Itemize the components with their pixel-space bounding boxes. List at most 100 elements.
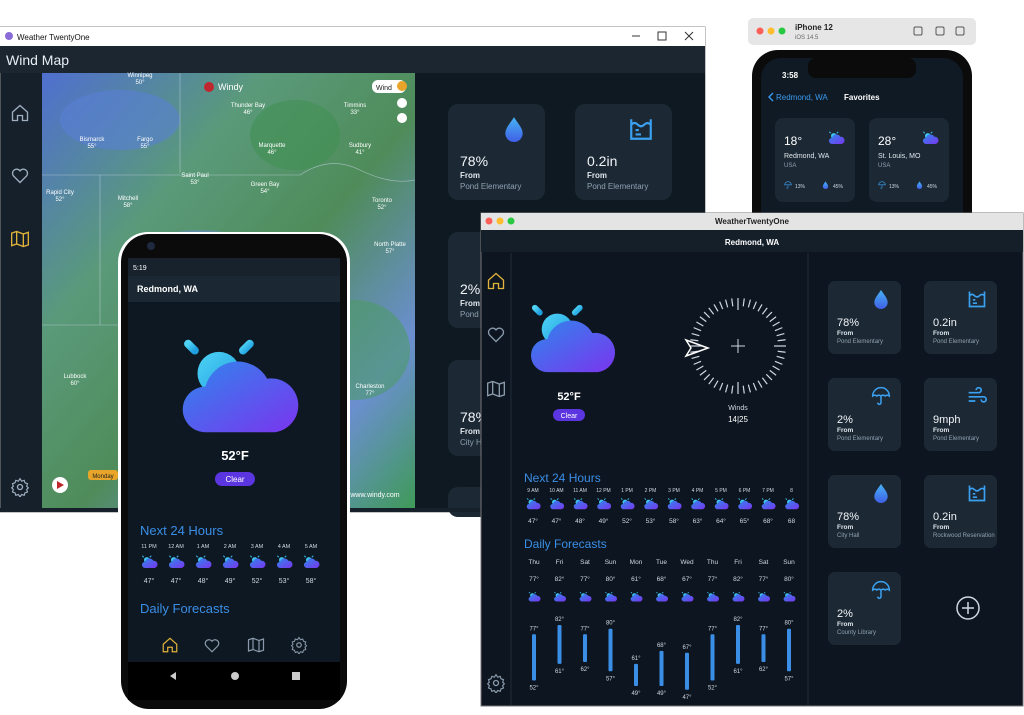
- layer-icon: [397, 81, 407, 91]
- day-high: 82°: [733, 575, 743, 583]
- compass-tick: [708, 307, 715, 315]
- condition-pill: [553, 409, 585, 421]
- temperature-bar: [710, 634, 715, 681]
- tile-value: 2%: [837, 414, 853, 426]
- card-city: Redmond, WA: [784, 153, 830, 160]
- compass-tick: [777, 339, 786, 342]
- city-temp: 54°: [260, 189, 270, 195]
- section-title: Next 24 Hours: [524, 471, 601, 485]
- hour-temp: 64°: [716, 517, 726, 525]
- day-high: 77°: [708, 575, 718, 583]
- hour-label: 12 PM: [596, 488, 610, 494]
- tile-from: From: [837, 524, 853, 531]
- compass-tick: [761, 307, 768, 315]
- camera: [147, 242, 155, 250]
- back-chevron: [768, 92, 774, 102]
- tile-value: 2%: [837, 608, 853, 620]
- city-name: Marquette: [258, 143, 286, 149]
- temperature-bar: [761, 634, 766, 662]
- recents-button[interactable]: [292, 672, 300, 680]
- tile[interactable]: [575, 104, 672, 200]
- hour-label: 5 AM: [305, 544, 318, 550]
- day-high: 61°: [631, 575, 641, 583]
- tile-from: From: [933, 330, 949, 337]
- card-humidity: 45%: [927, 184, 938, 190]
- section-title: Next 24 Hours: [140, 523, 224, 538]
- city-name: Bismarck: [80, 137, 106, 143]
- hour-label: 10 AM: [549, 488, 563, 494]
- back-button[interactable]: [170, 672, 176, 680]
- toolbar-button[interactable]: [955, 26, 965, 36]
- tile-place: Pond Elementary: [933, 436, 979, 442]
- compass-tick: [719, 382, 724, 391]
- hour-temp: 49°: [225, 577, 236, 585]
- city-temp: 77°: [365, 391, 375, 397]
- temperature-bar: [532, 634, 536, 681]
- compass-tick: [713, 304, 719, 312]
- hour-label: 9 AM: [527, 488, 538, 494]
- status-time: 3:58: [782, 71, 799, 80]
- compass-tick: [691, 355, 700, 360]
- zoom-in[interactable]: [397, 98, 407, 108]
- hour-temp: 48°: [575, 517, 585, 525]
- screen-title: Favorites: [844, 93, 880, 102]
- bar-high-label: 82°: [733, 617, 743, 623]
- hour-temp: 65°: [740, 517, 750, 525]
- bar-high-label: 77°: [708, 626, 718, 632]
- location: Redmond, WA: [137, 284, 198, 294]
- hour-temp: 68: [788, 518, 796, 525]
- location-bar: [481, 230, 1023, 252]
- close-button[interactable]: [684, 31, 694, 41]
- bar-high-label: 80°: [784, 621, 794, 627]
- toolbar-button[interactable]: [935, 26, 945, 36]
- card-temp: 18°: [784, 134, 802, 148]
- hour-label: 12 AM: [168, 544, 184, 550]
- compass-tick: [731, 298, 734, 307]
- temperature-bar: [685, 652, 689, 690]
- hour-label: 1 PM: [621, 488, 633, 494]
- tile[interactable]: [924, 475, 997, 548]
- compass-tick: [776, 355, 785, 360]
- tile[interactable]: [828, 572, 901, 645]
- bar-low-label: 61°: [733, 669, 743, 675]
- map-layer: Wind: [376, 85, 392, 92]
- zoom-out[interactable]: [397, 113, 407, 123]
- location: Redmond, WA: [725, 238, 779, 247]
- day-label: Fri: [556, 559, 564, 566]
- tile[interactable]: [924, 281, 997, 354]
- tile-from: From: [460, 171, 480, 180]
- tile[interactable]: [828, 378, 901, 451]
- header-bar: [0, 46, 705, 73]
- hour-temp: 52°: [622, 517, 632, 525]
- map-credit: www.windy.com: [349, 492, 399, 499]
- toolbar-button[interactable]: [913, 26, 923, 36]
- compass-tick: [691, 332, 700, 337]
- tile-from: From: [933, 427, 949, 434]
- day-high: 80°: [784, 575, 794, 583]
- back-button[interactable]: Redmond, WA: [776, 93, 828, 102]
- bar-low-label: 61°: [555, 669, 565, 675]
- compass-tick: [742, 298, 745, 307]
- add-location-button[interactable]: [956, 596, 980, 620]
- hour-label: 11 AM: [573, 488, 587, 494]
- tile-value: 78%: [837, 511, 859, 523]
- page-header: Wind Map: [6, 52, 69, 68]
- compass-tick: [708, 377, 715, 385]
- hour-label: 11 PM: [141, 544, 157, 550]
- temperature-bar: [787, 628, 791, 672]
- compass-tick: [703, 311, 711, 319]
- compass-tick: [772, 321, 780, 327]
- maximize-button[interactable]: [657, 31, 667, 41]
- tile-value: 0.2in: [933, 511, 957, 523]
- temperature-bar: [557, 625, 562, 664]
- tile-place: County Library: [837, 630, 876, 636]
- city-name: Lubbock: [64, 374, 88, 380]
- city-temp: 58°: [123, 203, 133, 209]
- day-label: Fri: [734, 559, 742, 566]
- tile-from: From: [460, 299, 480, 308]
- day-label: Thu: [707, 559, 719, 566]
- hour-temp: 52°: [252, 577, 263, 585]
- status-time: 5:19: [133, 265, 147, 272]
- home-button[interactable]: [231, 672, 239, 680]
- hour-label: 8: [790, 488, 793, 494]
